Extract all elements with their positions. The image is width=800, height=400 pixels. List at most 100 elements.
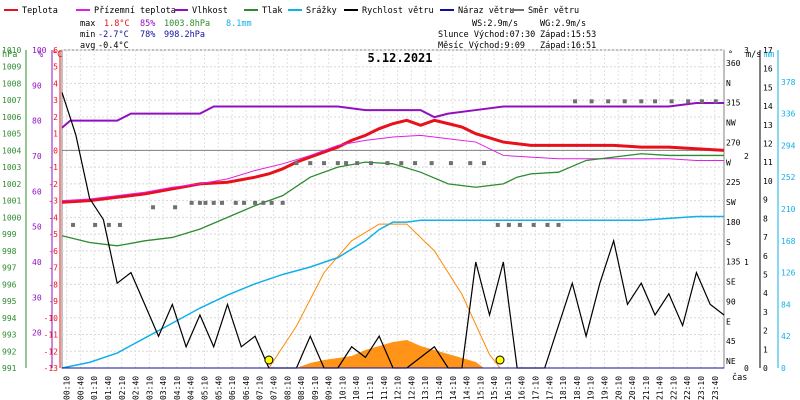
- legend-teplota-label: Teplota: [22, 6, 58, 16]
- axis-unit-labels: hPa % °C ° m/s mm čas: [2, 50, 774, 383]
- pressure-tick-label: 997: [2, 264, 17, 273]
- x-tick-label: 22:40: [683, 376, 692, 400]
- x-tick-label: 01:10: [90, 376, 99, 400]
- wind-direction-point: [506, 222, 511, 227]
- wind-direction-point: [269, 200, 274, 205]
- direction-tick-label: 90: [726, 297, 736, 306]
- pressure-tick-label: 1001: [2, 197, 21, 206]
- rain-tick-label: 294: [781, 141, 796, 150]
- wind-tick-label: 4: [763, 289, 768, 298]
- wind-speed-max: WS:2.9m/s: [472, 19, 518, 29]
- x-tick-label: 21:10: [642, 376, 651, 400]
- x-tick-label: 17:10: [532, 376, 541, 400]
- x-tick-label: 23:40: [711, 376, 720, 400]
- x-tick-label: 06:40: [242, 376, 251, 400]
- x-tick-label: 21:40: [656, 376, 665, 400]
- pressure-tick-label: 1000: [2, 213, 21, 222]
- x-tick-label: 12:40: [407, 376, 416, 400]
- direction-tick-label: SE: [726, 278, 736, 287]
- pressure-tick-label: 998: [2, 247, 17, 256]
- x-tick-label: 08:10: [283, 376, 292, 400]
- wind-direction-point: [517, 222, 522, 227]
- direction-tick-label: NW: [726, 119, 736, 128]
- wind-tick-label: 8: [763, 214, 768, 223]
- temperature-tick-label: 3: [53, 96, 58, 105]
- series-line-3: [61, 153, 724, 247]
- wind-direction-point: [106, 222, 111, 227]
- wind-tick-label: 16: [763, 65, 773, 74]
- small-scale-tick-label: 3: [744, 46, 749, 55]
- wind-direction-point: [482, 161, 487, 166]
- rain-tick-label: 252: [781, 173, 796, 182]
- x-tick-label: 20:40: [628, 376, 637, 400]
- x-tick-label: 19:10: [587, 376, 596, 400]
- wind-tick-label: 7: [763, 233, 768, 242]
- unit-mm: mm: [764, 50, 774, 60]
- temperature-tick-label: -13: [44, 364, 59, 373]
- pressure-tick-label: 1004: [2, 146, 21, 155]
- axis-lines: [25, 50, 779, 368]
- wind-direction-point: [189, 200, 194, 205]
- wind-direction-point: [203, 200, 208, 205]
- wind-direction-point: [242, 200, 247, 205]
- unit-deg: °: [728, 50, 733, 60]
- wind-direction-point: [211, 200, 216, 205]
- humidity-tick-label: 50: [32, 223, 42, 232]
- wind-direction-point: [686, 99, 691, 104]
- wind-direction-point: [322, 161, 327, 166]
- stats-min-label: min: [80, 30, 95, 40]
- direction-tick-label: 45: [726, 337, 736, 346]
- legend-naraz-label: Náraz větru: [458, 6, 514, 16]
- legend-vlhkost-label: Vlhkost: [192, 6, 228, 16]
- wind-direction-point: [233, 200, 238, 205]
- wind-direction-point: [93, 222, 98, 227]
- x-tick-label: 12:10: [394, 376, 403, 400]
- wind-tick-label: 9: [763, 196, 768, 205]
- x-tick-label: 16:10: [504, 376, 513, 400]
- wind-direction-point: [606, 99, 611, 104]
- legend-srazky-label: Srážky: [306, 6, 337, 16]
- grid: [62, 49, 724, 369]
- humidity-tick-label: 40: [32, 258, 42, 267]
- wind-direction-point: [280, 200, 285, 205]
- x-tick-label: 14:10: [449, 376, 458, 400]
- x-tick-label: 07:40: [269, 376, 278, 400]
- pressure-tick-label: 999: [2, 230, 17, 239]
- stats-block: max 1.8°C 85% 1003.8hPa 8.1mm min -2.7°C…: [80, 19, 252, 51]
- wind-direction-point: [495, 222, 500, 227]
- x-tick-label: 08:40: [297, 376, 306, 400]
- wind-direction-point: [468, 161, 473, 166]
- sun-moon-block: WS:2.9m/s WG:2.9m/s Slunce Východ:07:30 …: [438, 19, 596, 51]
- x-tick-label: 18:40: [573, 376, 582, 400]
- legend-rychlost-label: Rychlost větru: [362, 6, 434, 16]
- x-tick-label: 23:10: [697, 376, 706, 400]
- legend-tlak-label: Tlak: [262, 6, 282, 16]
- moon-rise: Měsíc Východ:9:09: [438, 41, 525, 51]
- direction-tick-label: 360: [726, 59, 741, 68]
- x-tick-label: 09:10: [311, 376, 320, 400]
- wind-direction-point: [197, 200, 202, 205]
- wind-direction-point: [622, 99, 627, 104]
- wind-gust-max: WG:2.9m/s: [540, 19, 586, 29]
- temperature-tick-label: 5: [53, 63, 58, 72]
- x-tick-label: 22:10: [669, 376, 678, 400]
- wind-direction-point: [639, 99, 644, 104]
- stats-min-temp: -2.7°C: [98, 30, 129, 40]
- wind-direction-point: [399, 161, 404, 166]
- rain-tick-label: 210: [781, 205, 796, 214]
- wind-direction-point: [573, 99, 578, 104]
- humidity-tick-label: 100: [32, 46, 47, 55]
- temperature-tick-label: 1: [53, 130, 58, 139]
- x-tick-label: 13:10: [421, 376, 430, 400]
- stats-min-hum: 78%: [140, 30, 155, 40]
- direction-tick-label: 315: [726, 99, 741, 108]
- wind-direction-point: [355, 161, 360, 166]
- series-line-2: [61, 102, 724, 129]
- series-line-0: [61, 118, 725, 204]
- series: [61, 92, 725, 369]
- marker-sunset: [495, 355, 505, 365]
- axis-ticks: 00:10 00:40 01:10 01:40 02:10 02:40 03:10 03:40…: [2, 46, 796, 400]
- wind-direction-point: [344, 161, 349, 166]
- pressure-tick-label: 1007: [2, 96, 21, 105]
- pressure-tick-label: 992: [2, 347, 17, 356]
